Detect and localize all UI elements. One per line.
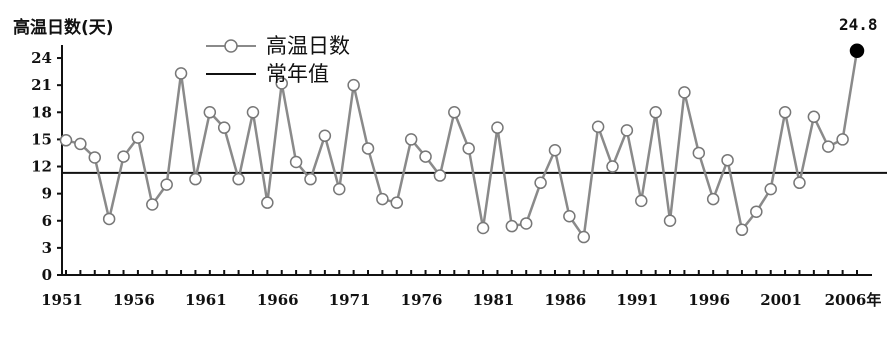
data-point (203, 106, 217, 119)
y-tick-label: 9 (42, 185, 52, 203)
data-point-highlight (849, 43, 865, 59)
y-tick-label: 15 (31, 130, 52, 148)
y-tick-label: 24 (31, 49, 52, 67)
data-point (750, 205, 763, 218)
data-point (563, 209, 576, 223)
data-point (491, 121, 504, 134)
legend-marker-circle (224, 39, 238, 53)
data-point (102, 212, 116, 226)
x-tick-label: 2006年 (825, 291, 882, 309)
x-tick-label: 1991 (616, 291, 658, 309)
x-tick-label: 1981 (473, 291, 515, 309)
data-point (74, 137, 87, 151)
tick-labels: 0 3 6 9 12 15 18 21 24 1951 1956 1961 1966 1971 1976 19… (31, 49, 881, 309)
data-point (318, 129, 332, 143)
data-point (347, 78, 360, 92)
data-point (433, 169, 447, 182)
data-point (591, 120, 605, 133)
series-layer (59, 43, 865, 244)
data-point (189, 172, 202, 186)
x-tick-label: 1961 (185, 291, 227, 309)
y-tick-label: 21 (31, 76, 52, 94)
data-point (146, 198, 159, 211)
data-point (275, 77, 288, 90)
data-point (117, 150, 130, 163)
data-point (807, 110, 821, 124)
data-point (663, 214, 677, 228)
data-point (174, 67, 188, 80)
data-point (692, 146, 706, 160)
title-layer: 高温日数(天) (13, 17, 114, 38)
annotation-label: 24.8 (839, 15, 878, 34)
data-point (764, 182, 777, 196)
y-tick-label: 0 (42, 266, 52, 284)
data-point (606, 160, 619, 173)
data-point (721, 153, 734, 167)
data-point (59, 134, 73, 147)
data-point (778, 106, 792, 119)
data-point (131, 131, 145, 144)
x-tick-label: 2001 (760, 291, 802, 309)
y-tick-label: 18 (31, 103, 52, 121)
data-point (390, 196, 404, 209)
data-point (476, 221, 490, 235)
legend: 高温日数 常年值 (206, 34, 350, 86)
data-point (289, 155, 303, 169)
data-point (462, 142, 475, 155)
x-tick-label: 1986 (544, 291, 586, 309)
data-point (706, 192, 720, 206)
x-tick-label: 1966 (257, 291, 299, 309)
data-point (232, 172, 245, 186)
data-point (361, 142, 375, 155)
x-tick-label: 1956 (113, 291, 155, 309)
axes (57, 45, 872, 276)
data-point (548, 143, 562, 157)
data-point (304, 172, 317, 186)
y-tick-label: 12 (31, 158, 52, 176)
data-point (160, 178, 173, 191)
data-point (793, 176, 806, 190)
data-point (246, 106, 260, 119)
x-tick-label: 1951 (41, 291, 83, 309)
data-point (620, 124, 634, 137)
data-point (735, 223, 749, 237)
data-point (88, 151, 102, 164)
series-line-high-temp-days (65, 50, 859, 239)
data-point (419, 150, 432, 163)
y-tick-label: 3 (42, 239, 52, 257)
data-point (836, 133, 849, 146)
data-point (448, 106, 461, 119)
legend-label-normal: 常年值 (266, 62, 329, 86)
data-point (821, 140, 835, 153)
annotations: 24.8 (839, 15, 878, 34)
data-point (678, 86, 691, 99)
data-point (505, 219, 519, 233)
x-tick-label: 1971 (329, 291, 371, 309)
data-point (649, 106, 662, 119)
y-tick-label: 6 (42, 212, 52, 230)
data-point (577, 230, 590, 244)
data-point (217, 121, 231, 134)
legend-label-series: 高温日数 (266, 34, 350, 58)
data-point (261, 196, 274, 209)
x-tick-label: 1996 (688, 291, 730, 309)
data-point (635, 194, 648, 208)
data-point (376, 192, 389, 206)
y-axis-title: 高温日数(天) (13, 17, 114, 38)
data-point (534, 176, 547, 190)
data-point (404, 133, 418, 146)
x-tick-label: 1976 (401, 291, 443, 309)
data-point (333, 182, 346, 196)
data-point (519, 217, 533, 230)
